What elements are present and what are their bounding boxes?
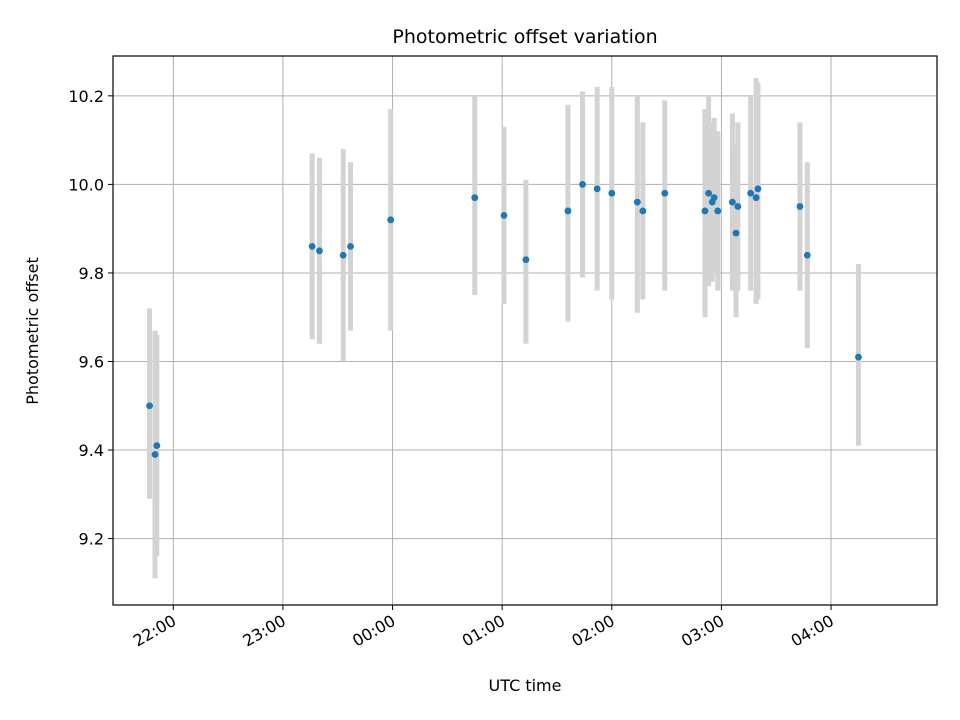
data-point [701, 207, 709, 215]
data-point [500, 211, 508, 219]
y-tick-label: 9.4 [79, 441, 104, 460]
data-point [564, 207, 572, 215]
data-point [146, 402, 153, 410]
data-point [734, 203, 742, 210]
data-point [579, 180, 586, 188]
data-point [387, 216, 395, 224]
data-point [347, 242, 354, 250]
data-point [153, 442, 161, 450]
data-point [471, 194, 479, 202]
plot-frame [112, 55, 938, 606]
data-point [710, 194, 718, 202]
y-axis-title: Photometric offset [23, 257, 42, 405]
data-point [151, 451, 159, 458]
data-point [803, 251, 811, 259]
data-point [705, 189, 713, 197]
y-tick-label: 10.2 [68, 87, 104, 106]
data-point [639, 207, 647, 215]
data-point [796, 203, 804, 210]
data-point [633, 198, 641, 206]
data-point [732, 229, 740, 237]
y-tick-label: 9.8 [79, 264, 104, 283]
data-point [316, 247, 323, 255]
data-point [728, 198, 736, 206]
chart-title: Photometric offset variation [392, 26, 657, 48]
y-tick-label: 10.0 [68, 175, 104, 194]
data-point [747, 189, 755, 197]
data-points [146, 180, 862, 458]
y-tick-label: 9.2 [79, 530, 104, 549]
data-point [661, 189, 669, 197]
data-point [308, 242, 316, 250]
data-point [754, 185, 762, 193]
data-point [339, 251, 347, 259]
data-point [752, 194, 760, 202]
grid [113, 56, 937, 605]
data-point [593, 185, 601, 193]
data-point [608, 189, 616, 197]
data-point [855, 353, 862, 361]
data-point [714, 207, 722, 215]
x-axis-title: UTC time [489, 676, 562, 695]
y-tick-label: 9.6 [79, 352, 104, 371]
data-point [522, 256, 530, 264]
y-axis-ticks: 9.2 9.4 9.6 9.8 10.0 10.2 [68, 87, 113, 549]
